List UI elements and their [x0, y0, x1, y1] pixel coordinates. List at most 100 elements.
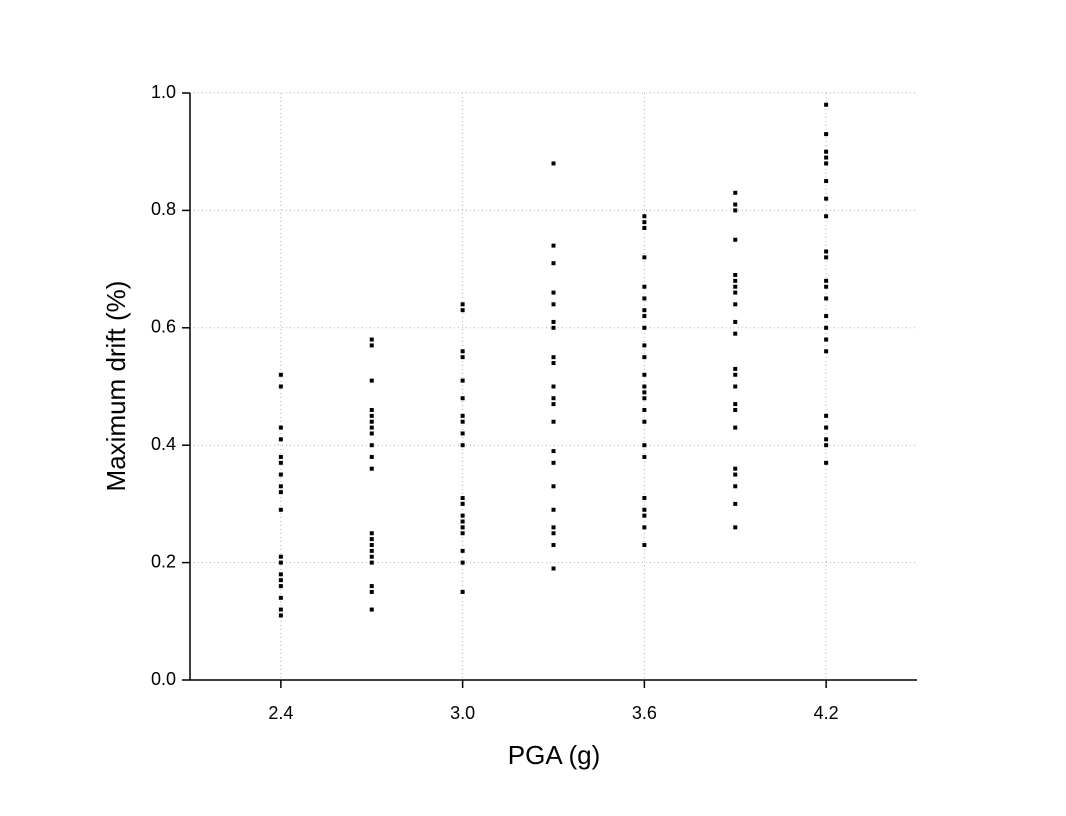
y-tick-label: 0.4	[151, 434, 176, 454]
point	[551, 507, 556, 512]
point	[369, 537, 374, 542]
point	[551, 261, 556, 266]
point	[642, 308, 647, 313]
point	[642, 513, 647, 518]
point	[642, 443, 647, 448]
point	[460, 413, 465, 418]
x-tick-label: 4.2	[814, 703, 839, 723]
point	[369, 337, 374, 342]
point	[551, 355, 556, 360]
point	[733, 466, 738, 471]
point	[824, 179, 829, 184]
point	[278, 578, 283, 583]
point	[551, 460, 556, 465]
point	[642, 384, 647, 389]
point	[733, 525, 738, 530]
point	[369, 554, 374, 559]
point	[369, 531, 374, 536]
point	[642, 419, 647, 424]
point	[369, 560, 374, 565]
point	[369, 413, 374, 418]
point	[369, 542, 374, 547]
point	[278, 490, 283, 495]
point	[824, 278, 829, 283]
point	[733, 190, 738, 195]
point	[824, 249, 829, 254]
point	[551, 419, 556, 424]
point	[369, 607, 374, 612]
point	[278, 560, 283, 565]
point	[733, 284, 738, 289]
point	[369, 431, 374, 436]
point	[460, 589, 465, 594]
point	[733, 407, 738, 412]
point	[642, 507, 647, 512]
point	[460, 531, 465, 536]
point	[369, 589, 374, 594]
y-tick-label: 0.0	[151, 669, 176, 689]
point	[278, 384, 283, 389]
point	[824, 102, 829, 107]
point	[551, 542, 556, 547]
point	[460, 431, 465, 436]
point	[642, 284, 647, 289]
point	[824, 337, 829, 342]
point	[824, 413, 829, 418]
point	[733, 202, 738, 207]
point	[460, 419, 465, 424]
point	[369, 407, 374, 412]
point	[278, 595, 283, 600]
point	[551, 290, 556, 295]
point	[278, 584, 283, 589]
point	[460, 496, 465, 501]
point	[733, 484, 738, 489]
point	[369, 378, 374, 383]
point	[551, 161, 556, 166]
point	[551, 531, 556, 536]
point	[369, 343, 374, 348]
point	[551, 361, 556, 366]
point	[551, 384, 556, 389]
point	[642, 542, 647, 547]
point	[278, 372, 283, 377]
point	[733, 208, 738, 213]
point	[551, 319, 556, 324]
y-tick-label: 0.8	[151, 199, 176, 219]
point	[460, 302, 465, 307]
point	[733, 425, 738, 430]
point	[460, 501, 465, 506]
point	[642, 372, 647, 377]
point	[642, 355, 647, 360]
point	[824, 284, 829, 289]
point	[460, 513, 465, 518]
point	[369, 466, 374, 471]
point	[369, 584, 374, 589]
point	[642, 296, 647, 301]
point	[369, 443, 374, 448]
point	[642, 390, 647, 395]
point	[824, 149, 829, 154]
point	[278, 554, 283, 559]
point	[824, 132, 829, 137]
point	[278, 607, 283, 612]
point	[460, 443, 465, 448]
point	[733, 278, 738, 283]
point	[733, 372, 738, 377]
point	[733, 237, 738, 242]
point	[460, 349, 465, 354]
point	[824, 314, 829, 319]
point	[278, 437, 283, 442]
point	[642, 220, 647, 225]
point	[278, 484, 283, 489]
point	[642, 314, 647, 319]
point	[460, 355, 465, 360]
x-tick-label: 2.4	[268, 703, 293, 723]
point	[278, 507, 283, 512]
point	[733, 302, 738, 307]
point	[824, 161, 829, 166]
point	[278, 613, 283, 618]
point	[460, 308, 465, 313]
point	[278, 460, 283, 465]
point	[642, 214, 647, 219]
